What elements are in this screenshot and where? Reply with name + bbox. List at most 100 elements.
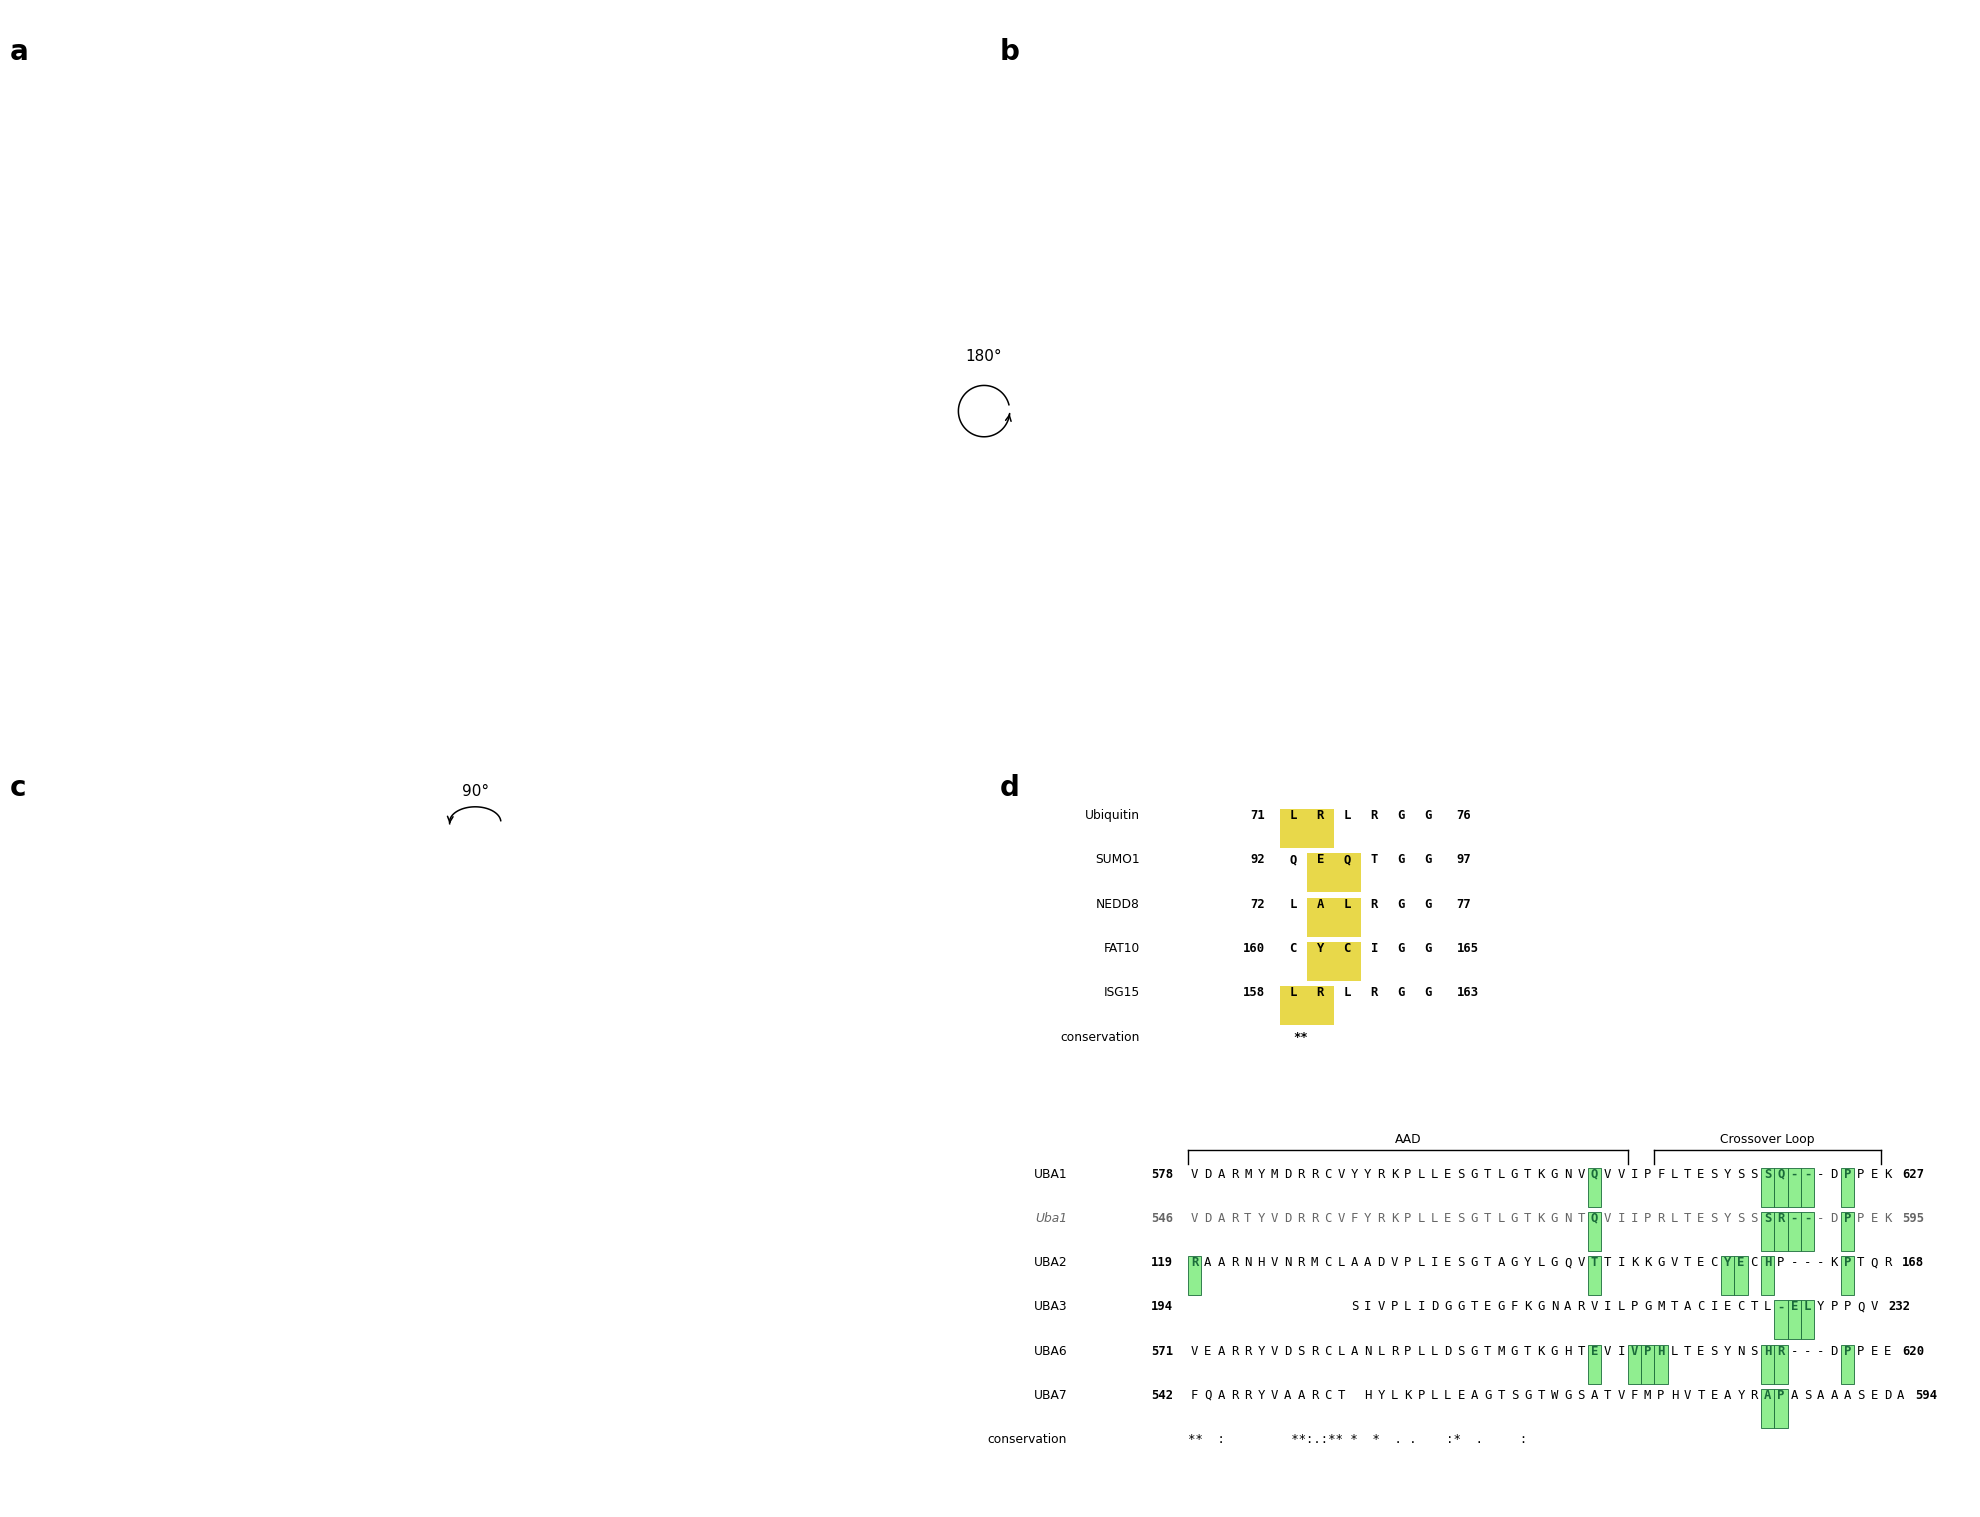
Text: L: L [1418,1256,1426,1270]
Text: V: V [1338,1212,1344,1224]
Text: SUMO1: SUMO1 [1095,854,1140,866]
Text: K: K [1536,1168,1544,1180]
Text: N: N [1564,1168,1572,1180]
Text: V: V [1590,1300,1598,1314]
Text: L: L [1338,1344,1344,1358]
Text: T: T [1525,1212,1531,1224]
Text: I: I [1632,1212,1637,1224]
Text: 595: 595 [1903,1212,1925,1224]
Bar [1802,1300,1814,1340]
Text: R: R [1778,1344,1784,1358]
Text: G: G [1525,1390,1531,1402]
Text: T: T [1604,1256,1612,1270]
Text: C: C [1344,942,1350,956]
Text: A: A [1317,898,1325,910]
Text: D: D [1432,1300,1437,1314]
Text: V: V [1378,1300,1384,1314]
Text: P: P [1843,1256,1851,1270]
Text: Q: Q [1590,1168,1598,1180]
Bar [1760,1390,1774,1427]
Text: G: G [1457,1300,1465,1314]
Text: R: R [1657,1212,1665,1224]
Text: S: S [1457,1168,1465,1180]
Text: H: H [1671,1390,1677,1402]
Text: R: R [1578,1300,1584,1314]
Text: M: M [1243,1168,1251,1180]
Bar [1802,1212,1814,1252]
Text: P: P [1857,1344,1865,1358]
Text: P: P [1843,1212,1851,1224]
Bar [1188,1256,1202,1296]
Text: -: - [1818,1344,1826,1358]
Text: K: K [1390,1212,1398,1224]
Text: K: K [1883,1212,1891,1224]
Text: 168: 168 [1903,1256,1925,1270]
Text: Y: Y [1257,1212,1265,1224]
Text: G: G [1426,809,1432,822]
Text: c: c [10,774,26,801]
Text: E: E [1871,1212,1877,1224]
Text: N: N [1550,1300,1558,1314]
Text: L: L [1289,898,1297,910]
Text: M: M [1497,1344,1505,1358]
Text: P: P [1657,1390,1665,1402]
Text: R: R [1232,1256,1238,1270]
Text: Crossover Loop: Crossover Loop [1721,1133,1816,1147]
Text: 542: 542 [1150,1390,1174,1402]
Text: R: R [1232,1168,1238,1180]
Text: S: S [1750,1212,1758,1224]
Text: Q: Q [1778,1168,1784,1180]
Text: G: G [1426,854,1432,866]
Text: K: K [1404,1390,1412,1402]
Text: Y: Y [1818,1300,1826,1314]
Text: A: A [1350,1344,1358,1358]
Text: V: V [1190,1168,1198,1180]
Text: A: A [1350,1256,1358,1270]
Text: L: L [1536,1256,1544,1270]
Text: G: G [1657,1256,1665,1270]
Bar [1841,1344,1853,1384]
Text: D: D [1378,1256,1384,1270]
Text: T: T [1590,1256,1598,1270]
Text: G: G [1471,1212,1479,1224]
Text: 594: 594 [1915,1390,1936,1402]
Text: 165: 165 [1457,942,1479,956]
Text: F: F [1190,1390,1198,1402]
Text: T: T [1485,1344,1491,1358]
Text: Y: Y [1736,1390,1744,1402]
Text: ISG15: ISG15 [1103,986,1140,1000]
Text: C: C [1697,1300,1705,1314]
Text: C: C [1325,1390,1333,1402]
Bar [1760,1344,1774,1384]
Text: -: - [1818,1256,1826,1270]
Text: Uba1: Uba1 [1036,1212,1067,1224]
Text: G: G [1485,1390,1491,1402]
Text: A: A [1764,1390,1772,1402]
Text: N: N [1736,1344,1744,1358]
Bar [1335,898,1360,936]
Text: A: A [1218,1256,1226,1270]
Bar [1307,898,1335,936]
Text: R: R [1232,1212,1238,1224]
Text: S: S [1297,1344,1305,1358]
Text: L: L [1443,1390,1451,1402]
Text: A: A [1832,1390,1837,1402]
Text: A: A [1204,1256,1212,1270]
Text: T: T [1578,1344,1584,1358]
Text: C: C [1325,1168,1333,1180]
Bar [1307,854,1335,892]
Text: 71: 71 [1251,809,1265,822]
Text: E: E [1711,1390,1719,1402]
Text: T: T [1338,1390,1344,1402]
Text: 546: 546 [1150,1212,1174,1224]
Text: A: A [1285,1390,1291,1402]
Bar [1588,1212,1602,1252]
Text: E: E [1725,1300,1731,1314]
Text: A: A [1725,1390,1731,1402]
Text: G: G [1511,1344,1519,1358]
Text: P: P [1843,1168,1851,1180]
Text: T: T [1243,1212,1251,1224]
Text: P: P [1418,1390,1426,1402]
Text: V: V [1271,1390,1279,1402]
Text: UBA1: UBA1 [1034,1168,1067,1180]
